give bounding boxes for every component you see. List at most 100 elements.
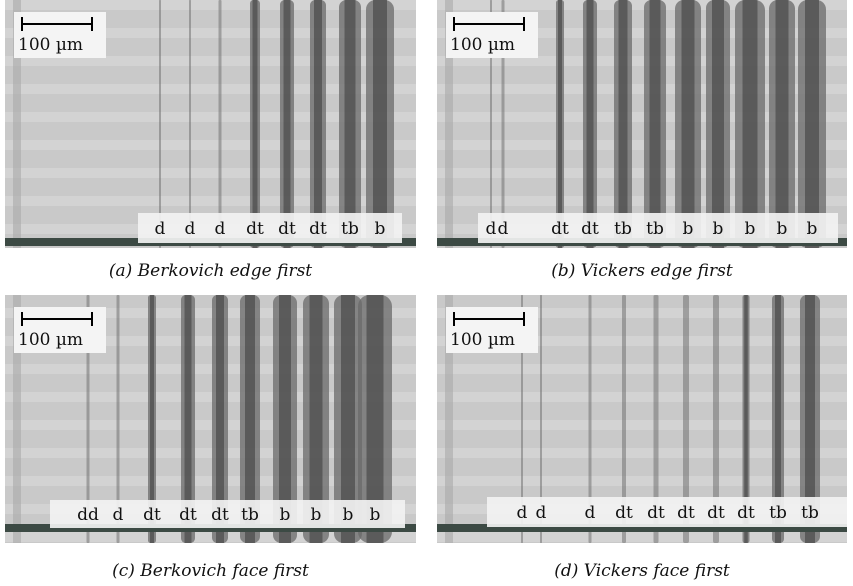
edge-shadow <box>445 0 453 248</box>
scale-label: 100 µm <box>18 330 83 350</box>
scratch-label: b <box>745 219 756 239</box>
scratch-label: dt <box>143 505 161 525</box>
scratch-label: dt <box>246 219 264 239</box>
scratch-label: b <box>713 219 724 239</box>
scratch-label: d <box>585 503 596 523</box>
scratch-label: d <box>185 219 196 239</box>
scale-box <box>14 307 106 353</box>
scratch-label: b <box>343 505 354 525</box>
scratch-label: d <box>517 503 528 523</box>
panel-caption: (d) Vickers face first <box>554 561 730 581</box>
scratch-core <box>586 0 594 248</box>
scratch-label: dt <box>179 505 197 525</box>
scratch-core <box>742 0 758 248</box>
scratch-track <box>653 295 659 543</box>
scratch-label: d <box>498 219 509 239</box>
scratch-core <box>216 295 224 543</box>
scratch-core <box>309 295 323 543</box>
scratch-track <box>159 0 161 248</box>
edge-shadow <box>13 0 21 248</box>
scale-label: 100 µm <box>18 35 83 55</box>
scratch-core <box>558 0 562 248</box>
scratch-track <box>521 295 523 543</box>
scratch-core <box>618 0 628 248</box>
scratch-label: d <box>155 219 166 239</box>
scratch-label: tb <box>769 503 787 523</box>
scratch-core <box>744 295 748 543</box>
scale-box <box>446 307 538 353</box>
scale-box <box>14 12 106 58</box>
scale-box <box>446 12 538 58</box>
scratch-label: dt <box>677 503 695 523</box>
scratch-track <box>622 295 626 543</box>
scratch-core <box>366 295 384 543</box>
label-strip <box>138 213 402 243</box>
scratch-label: tb <box>801 503 819 523</box>
scratch-core <box>150 295 154 543</box>
scratch-core <box>314 0 322 248</box>
scratch-label: dt <box>647 503 665 523</box>
scratch-core <box>805 0 819 248</box>
panel-caption: (c) Berkovich face first <box>112 561 309 581</box>
scratch-label: dt <box>581 219 599 239</box>
panel-caption: (b) Vickers edge first <box>551 261 733 281</box>
scratch-core <box>344 0 356 248</box>
scratch-label: tb <box>341 219 359 239</box>
scratch-core <box>775 0 789 248</box>
panel-caption: (a) Berkovich edge first <box>109 261 312 281</box>
scratch-label: b <box>280 505 291 525</box>
scratch-core <box>341 295 355 543</box>
scratch-label: d <box>486 219 497 239</box>
scratch-core <box>649 0 661 248</box>
scratch-core <box>279 295 291 543</box>
label-strip <box>478 213 838 243</box>
scratch-track <box>540 295 542 543</box>
scratch-label: dt <box>707 503 725 523</box>
scratch-core <box>681 0 695 248</box>
scratch-label: b <box>375 219 386 239</box>
scratch-label: tb <box>646 219 664 239</box>
scratch-track <box>713 295 719 543</box>
scratch-core <box>184 295 192 543</box>
scratch-label: tb <box>241 505 259 525</box>
scratch-core <box>283 0 291 248</box>
scratch-label: b <box>311 505 322 525</box>
scratch-core <box>373 0 387 248</box>
scratch-label: d <box>113 505 124 525</box>
scale-label: 100 µm <box>450 35 515 55</box>
scale-label: 100 µm <box>450 330 515 350</box>
scratch-core <box>252 0 258 248</box>
scratch-track <box>218 0 222 248</box>
scratch-track <box>501 0 505 248</box>
scratch-label: dt <box>211 505 229 525</box>
scratch-label: b <box>683 219 694 239</box>
scratch-label: b <box>777 219 788 239</box>
bottom-edge <box>437 524 847 532</box>
scratch-track <box>588 295 592 543</box>
scratch-track <box>86 295 90 543</box>
scratch-track <box>116 295 120 543</box>
label-strip <box>50 500 405 528</box>
scratch-label: dt <box>278 219 296 239</box>
scratch-core <box>712 0 724 248</box>
edge-shadow <box>445 295 453 543</box>
scratch-track <box>490 0 492 248</box>
scratch-label: dt <box>551 219 569 239</box>
scratch-core <box>245 295 255 543</box>
scratch-track <box>683 295 689 543</box>
scratch-label: tb <box>614 219 632 239</box>
scratch-label: dt <box>615 503 633 523</box>
scratch-track <box>189 0 191 248</box>
scratch-label: b <box>370 505 381 525</box>
scratch-label: d <box>536 503 547 523</box>
edge-shadow <box>13 295 21 543</box>
scratch-label: dt <box>737 503 755 523</box>
scratch-core <box>805 295 815 543</box>
scratch-core <box>775 295 781 543</box>
scratch-label: b <box>807 219 818 239</box>
